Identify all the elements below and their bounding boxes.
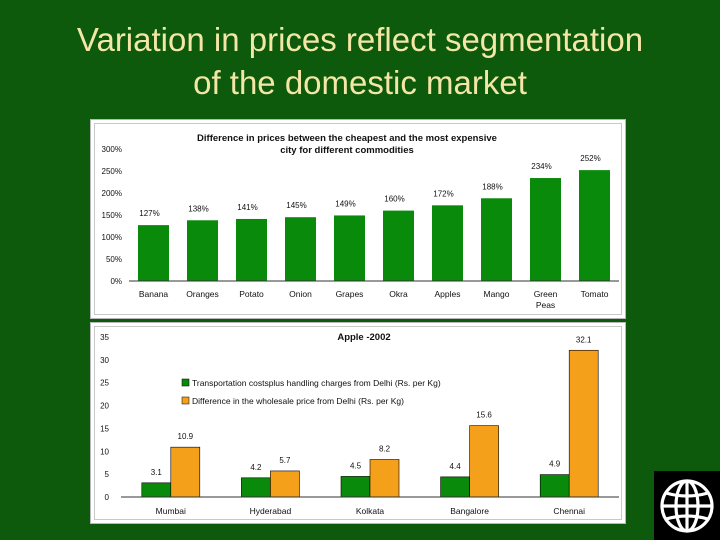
chart1-value-label: 149% [335, 199, 355, 208]
chart1-category-label: Green [534, 289, 558, 299]
chart1-y-tick-label: 250% [102, 167, 122, 176]
chart1-y-tick-label: 0% [110, 277, 122, 286]
world-bank-logo [654, 471, 720, 540]
chart1-category-label: Okra [389, 289, 408, 299]
chart1-bar-tomato [579, 170, 610, 281]
chart1-value-label: 127% [139, 209, 159, 218]
chart1-bar-onion [285, 217, 316, 281]
chart1-y-tick-label: 150% [102, 211, 122, 220]
apple-2002-chart-panel: Apple -2002 Transportation costsplus han… [90, 322, 626, 524]
chart1-title-line-2: city for different commodities [280, 145, 414, 156]
chart2-value-label: 3.1 [151, 468, 163, 477]
chart2-value-label: 5.7 [279, 456, 291, 465]
chart1-bar-banana [138, 225, 169, 281]
chart2-bar-hyderabad-series-1 [241, 477, 271, 498]
chart1-category-label: Onion [289, 289, 312, 299]
chart1-bar-grapes [334, 215, 365, 281]
chart2-bar-bangalore-series-2 [469, 425, 499, 498]
chart1-category-label: Tomato [581, 289, 609, 299]
price-difference-chart-panel: Difference in prices between the cheapes… [90, 119, 626, 319]
chart1-category-label: Oranges [186, 289, 219, 299]
apple-2002-chart: Apple -2002 Transportation costsplus han… [100, 332, 619, 516]
chart2-value-label: 32.1 [576, 335, 592, 344]
chart1-y-tick-label: 300% [102, 145, 122, 154]
chart2-bar-kolkata-series-2 [369, 459, 400, 498]
chart2-value-label: 4.2 [250, 463, 262, 472]
chart2-y-tick-label: 30 [100, 356, 109, 365]
chart2-value-label: 4.4 [450, 462, 462, 471]
chart2-value-label: 10.9 [178, 432, 194, 441]
chart2-legend: Transportation costsplus handling charge… [181, 378, 441, 406]
chart1-category-label: Banana [139, 289, 169, 299]
chart1-value-label: 160% [384, 195, 404, 204]
chart2-y-tick-label: 35 [100, 333, 109, 342]
chart1-bar-green-peas [530, 178, 561, 281]
legend-label-price-difference: Difference in the wholesale price from D… [192, 396, 404, 406]
chart2-y-tick-label: 10 [100, 447, 109, 456]
chart2-category-label: Chennai [553, 506, 585, 516]
chart2-value-label: 4.5 [350, 461, 362, 470]
price-difference-chart: Difference in prices between the cheapes… [102, 133, 619, 310]
chart2-title: Apple -2002 [337, 332, 390, 343]
chart1-value-label: 188% [482, 182, 502, 191]
chart2-bar-mumbai-series-2 [170, 446, 201, 498]
slide-title-line-2: of the domestic market [193, 64, 527, 101]
chart2-bar-chennai-series-1 [539, 474, 570, 498]
chart2-y-tick-label: 15 [100, 424, 109, 433]
chart2-bar-mumbai-series-1 [141, 482, 172, 498]
chart2-category-label: Bangalore [450, 506, 489, 516]
chart2-category-label: Kolkata [356, 506, 385, 516]
chart1-bar-potato [236, 218, 267, 281]
chart1-category-label: Grapes [336, 289, 364, 299]
chart1-value-label: 138% [188, 204, 208, 213]
chart1-title-line-1: Difference in prices between the cheapes… [197, 133, 497, 144]
chart2-value-label: 4.9 [549, 460, 561, 469]
legend-swatch-transport [181, 378, 190, 387]
legend-swatch-price-difference [181, 396, 190, 405]
chart1-bar-okra [383, 210, 414, 281]
chart1-value-label: 172% [433, 189, 453, 198]
legend-label-transport: Transportation costsplus handling charge… [192, 378, 441, 388]
chart1-value-label: 141% [237, 203, 257, 212]
chart1-category-label: Potato [239, 289, 264, 299]
slide-title-line-1: Variation in prices reflect segmentation [76, 21, 644, 58]
chart2-bar-chennai-series-2 [568, 349, 599, 498]
globe-icon [660, 479, 714, 533]
chart1-category-label: Apples [435, 289, 461, 299]
chart1-bar-oranges [187, 220, 218, 281]
chart1-bar-apples [432, 205, 463, 281]
chart1-value-label: 145% [286, 201, 306, 210]
chart2-category-label: Mumbai [156, 506, 186, 516]
chart2-bar-kolkata-series-1 [340, 476, 371, 498]
chart1-value-label: 252% [580, 154, 600, 163]
chart2-bar-hyderabad-series-2 [270, 470, 300, 498]
slide-title: Variation in prices reflect segmentation… [0, 18, 720, 104]
chart1-category-label: Peas [536, 300, 555, 310]
chart1-y-tick-label: 50% [106, 255, 122, 264]
chart2-bar-bangalore-series-1 [440, 476, 470, 498]
chart1-value-label: 234% [531, 162, 551, 171]
chart2-value-label: 15.6 [476, 411, 492, 420]
chart2-y-tick-label: 25 [100, 379, 109, 388]
chart1-y-tick-label: 200% [102, 189, 122, 198]
chart1-bar-mango [481, 198, 512, 281]
chart2-value-label: 8.2 [379, 445, 391, 454]
chart2-y-tick-label: 0 [105, 493, 110, 502]
chart2-category-label: Hyderabad [250, 506, 292, 516]
chart2-y-tick-label: 20 [100, 402, 109, 411]
chart1-y-tick-label: 100% [102, 233, 122, 242]
chart1-category-label: Mango [484, 289, 510, 299]
chart2-y-tick-label: 5 [105, 470, 110, 479]
